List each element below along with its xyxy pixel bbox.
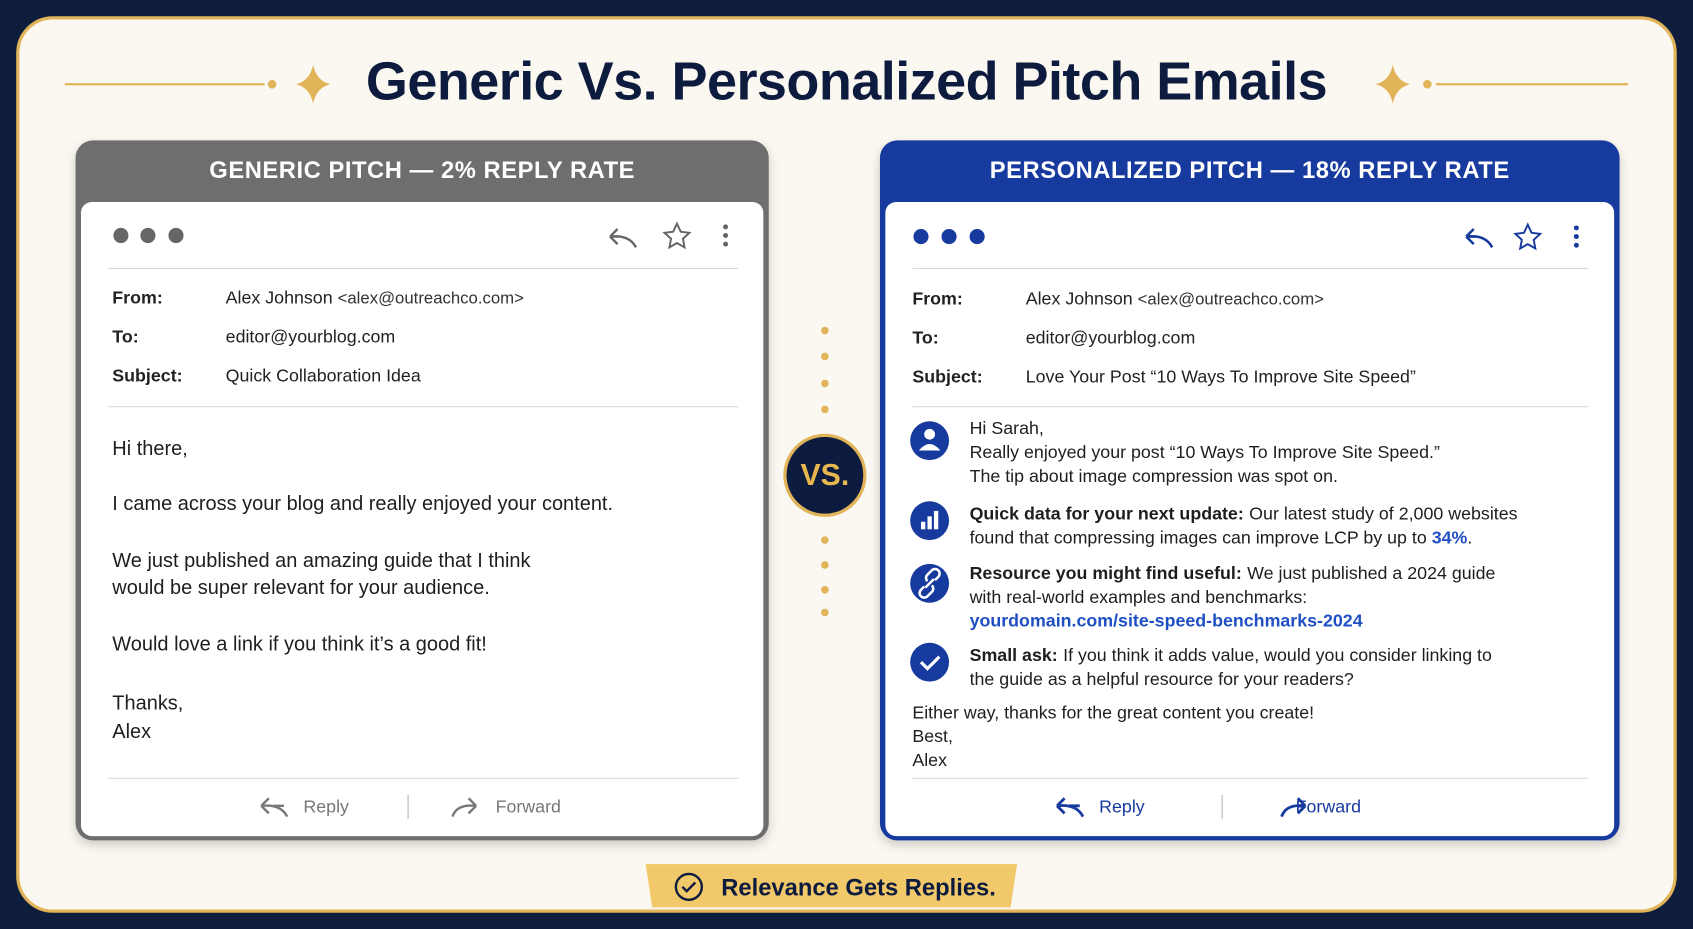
- action-icons: [1056, 795, 1307, 819]
- title-ornaments: [64, 64, 1629, 104]
- chart-icon: [910, 501, 950, 541]
- from-name: Alex Johnson: [225, 288, 333, 308]
- item-icons: [910, 421, 950, 682]
- greeting-line: Really enjoyed your post “10 Ways To Imp…: [969, 442, 1440, 463]
- forward-button[interactable]: Forward: [1295, 797, 1361, 817]
- email-window: From: Alex Johnson <alex@outreachco.com>…: [885, 201, 1615, 837]
- vs-text: VS.: [800, 458, 850, 492]
- footer-text: Relevance Gets Replies.: [721, 873, 996, 901]
- to-label: To:: [912, 328, 939, 348]
- subject-value: Love Your Post “10 Ways To Improve Site …: [1025, 367, 1416, 387]
- divider: [912, 406, 1589, 408]
- greeting-line: The tip about image compression was spot…: [969, 466, 1338, 487]
- closing-line: Alex: [912, 750, 948, 771]
- body-line: I came across your blog and really enjoy…: [112, 491, 614, 515]
- item-heading: Small ask:: [969, 645, 1058, 666]
- item-text: We just published a 2024 guide with real…: [969, 563, 1496, 608]
- body-line: Hi there,: [112, 436, 188, 460]
- person-icon: [910, 421, 950, 461]
- vs-dots: [821, 326, 829, 617]
- item-text: Our latest study of 2,000 websites found…: [969, 504, 1518, 548]
- divider: [107, 267, 739, 269]
- item-text: If you think it adds value, would you co…: [969, 645, 1492, 690]
- reply-button[interactable]: Reply: [303, 797, 349, 817]
- closing-line: Best,: [912, 726, 953, 747]
- from-label: From:: [112, 288, 163, 308]
- reply-icon[interactable]: [609, 228, 638, 248]
- subject-label: Subject:: [112, 366, 183, 386]
- to-label: To:: [112, 327, 139, 347]
- forward-button-icon[interactable]: [451, 797, 477, 818]
- link-icon: [910, 563, 950, 603]
- divider: [107, 406, 739, 408]
- from-value: Alex Johnson <alex@outreachco.com>: [1026, 289, 1324, 310]
- email-window: From: Alex Johnson <alex@outreachco.com>…: [80, 201, 764, 837]
- ask: Small ask: If you think it adds value, wo…: [970, 644, 1515, 692]
- more-icon[interactable]: [1573, 225, 1579, 248]
- personalized-card: PERSONALIZED PITCH — 18% REPLY RATE From…: [879, 140, 1620, 841]
- from-label: From:: [912, 289, 963, 309]
- item-accent: 34%: [1431, 528, 1468, 548]
- divider: [107, 777, 739, 779]
- greeting: Hi Sarah, Really enjoyed your post “10 W…: [970, 417, 1542, 488]
- body-line: Would love a link if you think it’s a go…: [112, 631, 487, 655]
- window-dots: [913, 229, 985, 245]
- greeting-line: Hi Sarah,: [969, 419, 1044, 439]
- title: Generic Vs. Personalized Pitch Emails: [365, 50, 1328, 112]
- data-point: Quick data for your next update: Our late…: [970, 502, 1542, 550]
- item-tail: .: [1467, 528, 1473, 548]
- body-line: Thanks,: [112, 691, 184, 715]
- resource-link[interactable]: yourdomain.com/site-speed-benchmarks-202…: [969, 611, 1363, 631]
- to-value: editor@yourblog.com: [225, 327, 396, 347]
- from-value: Alex Johnson <alex@outreachco.com>: [226, 288, 524, 309]
- body-line: would be super relevant for your audienc…: [112, 575, 490, 599]
- resource: Resource you might find useful: We just p…: [970, 562, 1521, 633]
- reply-button-icon[interactable]: [1056, 797, 1085, 818]
- toolbar: [913, 222, 1579, 251]
- from-name: Alex Johnson: [1025, 289, 1133, 309]
- window-dots: [113, 227, 184, 244]
- closing-line: Either way, thanks for the great content…: [912, 703, 1315, 723]
- card-header: PERSONALIZED PITCH — 18% REPLY RATE: [989, 156, 1510, 184]
- forward-button[interactable]: Forward: [495, 797, 561, 817]
- toolbar: [113, 221, 729, 250]
- from-email: <alex@outreachco.com>: [337, 289, 524, 308]
- reply-button-icon[interactable]: [260, 797, 289, 818]
- body-line: Alex: [112, 719, 152, 743]
- body-line: We just published an amazing guide that …: [112, 548, 531, 572]
- reply-icon[interactable]: [1465, 228, 1494, 249]
- footer-banner: [645, 864, 1018, 908]
- item-heading: Quick data for your next update:: [969, 504, 1244, 524]
- more-icon[interactable]: [723, 224, 729, 247]
- forward-button-icon[interactable]: [1280, 797, 1307, 818]
- reply-button[interactable]: Reply: [1099, 797, 1145, 817]
- star-icon[interactable]: [662, 221, 692, 250]
- subject-label: Subject:: [912, 367, 983, 387]
- check-icon: [910, 642, 950, 682]
- divider: [912, 267, 1589, 269]
- card-header: GENERIC PITCH — 2% REPLY RATE: [209, 156, 636, 184]
- divider: [912, 777, 1589, 779]
- action-icons: [260, 795, 477, 819]
- footer-check: [674, 872, 703, 901]
- item-heading: Resource you might find useful:: [969, 563, 1242, 584]
- vs-badge: [783, 433, 867, 517]
- subject-value: Quick Collaboration Idea: [225, 366, 421, 386]
- star-icon[interactable]: [1513, 222, 1543, 251]
- from-email: <alex@outreachco.com>: [1137, 290, 1324, 309]
- footer-check-mark: [681, 881, 697, 893]
- generic-card: GENERIC PITCH — 2% REPLY RATE From: Alex…: [75, 140, 769, 841]
- to-value: editor@yourblog.com: [1025, 328, 1196, 348]
- closing: Either way, thanks for the great content…: [912, 701, 1484, 772]
